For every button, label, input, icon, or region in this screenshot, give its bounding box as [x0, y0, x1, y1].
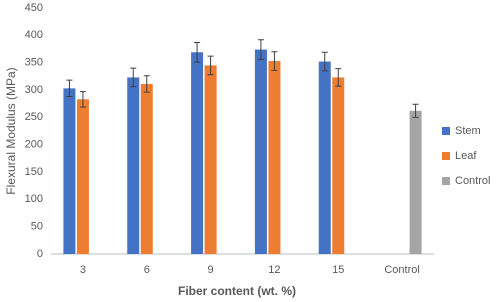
x-tick-label: 6 — [144, 264, 150, 276]
error-bar — [207, 55, 214, 76]
legend-label: Stem — [455, 125, 481, 137]
legend-label: Control — [455, 175, 490, 187]
bar — [254, 49, 267, 255]
x-tick-label: 12 — [268, 264, 280, 276]
bar — [409, 110, 422, 254]
bar — [140, 83, 153, 254]
bar — [332, 77, 345, 254]
y-tick-label: 150 — [25, 166, 43, 178]
y-tick-label: 350 — [25, 57, 43, 69]
bar — [191, 52, 204, 254]
x-tick-label: 3 — [80, 264, 86, 276]
legend-swatch — [442, 177, 450, 185]
error-bar — [143, 75, 150, 93]
error-bar — [335, 68, 342, 87]
y-tick-label: 200 — [25, 139, 43, 151]
error-bar — [271, 51, 278, 71]
bar — [76, 99, 89, 254]
y-tick-label: 450 — [25, 2, 43, 14]
legend-swatch — [442, 127, 450, 135]
x-tick-label: 9 — [208, 264, 214, 276]
y-tick-label: 250 — [25, 111, 43, 123]
error-bar — [257, 39, 264, 60]
error-bar — [194, 41, 201, 63]
bar — [63, 88, 76, 254]
bar — [318, 61, 331, 254]
x-axis-title: Fiber content (wt. %) — [178, 284, 296, 298]
error-bar — [321, 51, 328, 72]
error-bar — [79, 91, 86, 108]
y-tick-label: 100 — [25, 193, 43, 205]
error-bar — [66, 79, 73, 98]
bar — [268, 61, 281, 254]
legend-swatch — [442, 152, 450, 160]
y-tick-label: 50 — [31, 221, 43, 233]
legend-label: Leaf — [455, 150, 477, 162]
error-bar — [130, 67, 137, 88]
y-tick-label: 0 — [37, 248, 43, 260]
y-axis-title: Flexural Modulus (MPa) — [4, 67, 18, 194]
x-tick-label: Control — [384, 264, 419, 276]
x-tick-label: 15 — [332, 264, 344, 276]
bar — [127, 77, 140, 254]
y-tick-label: 300 — [25, 84, 43, 96]
bar — [204, 65, 217, 255]
error-bar — [412, 103, 419, 118]
y-tick-label: 400 — [25, 29, 43, 41]
